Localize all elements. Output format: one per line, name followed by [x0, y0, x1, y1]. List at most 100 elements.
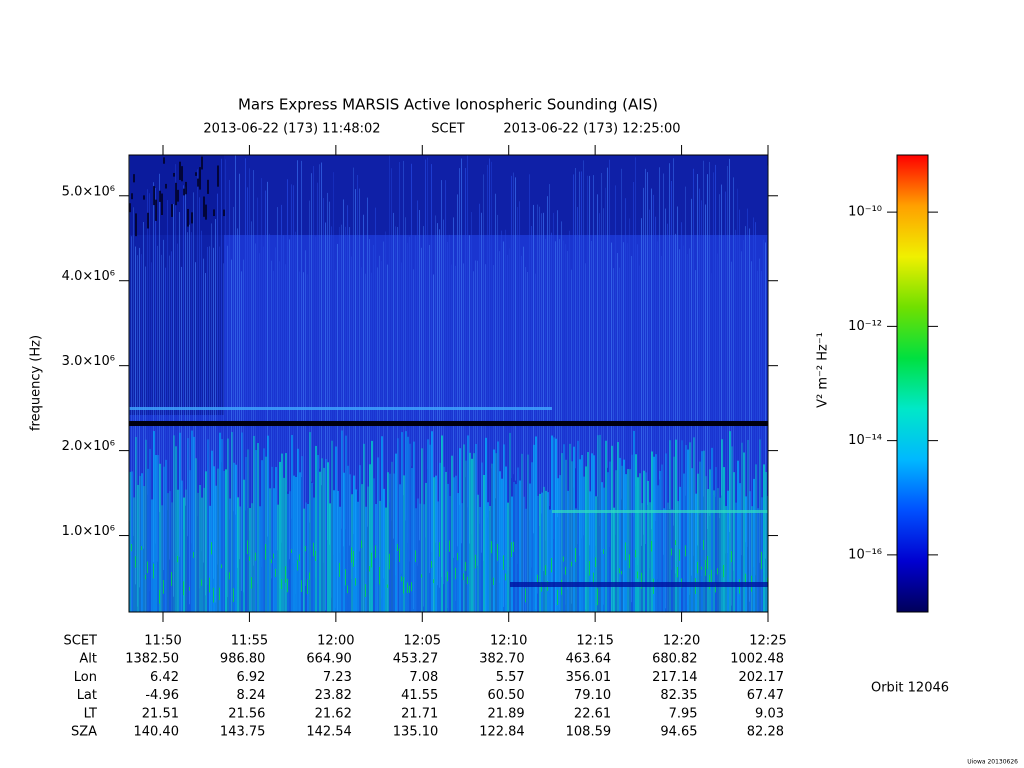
spec-low: [621, 465, 623, 612]
spec-low: [667, 502, 669, 612]
spec-peak: [715, 583, 716, 593]
spec-low: [437, 501, 439, 612]
plot-frame: [128, 154, 769, 613]
spec-peak: [265, 544, 266, 560]
spec-peak: [177, 555, 178, 563]
spec-low: [727, 490, 729, 612]
spec-stripe: [187, 232, 188, 537]
spec-peak: [281, 579, 282, 590]
spec-stripe: [205, 272, 206, 596]
spec-low: [385, 507, 387, 612]
spec-low: [539, 493, 541, 612]
spec-peak: [449, 540, 450, 552]
spec-stripe: [493, 265, 494, 612]
spec-peak: [497, 543, 498, 561]
spec-peak: [355, 578, 356, 586]
spec-stripe: [189, 224, 190, 605]
spec-low: [599, 434, 601, 612]
spec-low: [213, 466, 215, 612]
spec-stripe: [669, 163, 670, 510]
spec-low: [517, 467, 519, 612]
spec-stripe: [459, 168, 460, 505]
spec-stripe: [239, 173, 240, 560]
spec-peak: [431, 561, 432, 568]
spec-stripe: [271, 260, 272, 579]
spec-stripe: [437, 223, 438, 586]
spec-peak: [361, 540, 362, 549]
spec-dark-speck: [185, 181, 187, 195]
spec-low: [653, 456, 655, 612]
spec-peak: [147, 561, 148, 574]
spec-low: [427, 439, 429, 612]
spec-stripe: [317, 182, 318, 561]
spec-dark-speck: [213, 209, 215, 217]
spec-low: [571, 461, 573, 612]
spec-stripe: [667, 223, 668, 612]
spec-low: [717, 488, 719, 612]
spec-stripe: [303, 272, 304, 612]
spec-low: [555, 438, 557, 612]
spec-low: [473, 453, 475, 612]
spec-dark-speck: [195, 172, 197, 176]
x-tick-label: 12:10: [490, 634, 527, 649]
spec-low: [723, 467, 725, 612]
spec-low: [477, 494, 479, 612]
spec-low: [449, 495, 451, 612]
ephemeris-value: -4.96: [145, 688, 179, 703]
spec-low: [133, 497, 135, 612]
spec-peak: [557, 589, 558, 605]
spec-peak: [675, 540, 676, 546]
spec-stripe: [727, 165, 728, 553]
spec-low: [403, 475, 405, 612]
spec-low: [471, 458, 473, 612]
spec-stripe: [699, 188, 700, 515]
spec-low: [461, 503, 463, 612]
spec-low: [631, 454, 633, 612]
spec-stripe: [761, 270, 762, 612]
spec-peak: [211, 542, 212, 555]
spec-low: [715, 467, 717, 612]
spec-stripe: [755, 222, 756, 576]
spec-low: [431, 431, 433, 612]
spec-stripe: [183, 185, 184, 530]
spec-stripe: [525, 267, 526, 612]
spec-low: [505, 466, 507, 612]
spec-low: [557, 478, 559, 612]
spec-low: [189, 470, 191, 612]
y-tick-label: 4.0×10⁶: [62, 269, 115, 284]
x-tick-label: 12:05: [404, 634, 441, 649]
spec-low: [559, 475, 561, 612]
spec-low: [387, 472, 389, 612]
spec-low: [651, 451, 653, 612]
spec-stripe: [357, 174, 358, 491]
spec-low: [177, 489, 179, 612]
spec-peak: [401, 576, 402, 582]
spec-stripe: [685, 186, 686, 496]
spec-stripe: [259, 253, 260, 612]
spec-low: [685, 445, 687, 612]
spec-stripe: [601, 173, 602, 552]
spec-stripe: [599, 213, 600, 527]
spec-low: [395, 453, 397, 612]
spec-peak: [491, 541, 492, 554]
spec-stripe: [327, 192, 328, 541]
spec-peak: [475, 554, 476, 569]
spec-stripe: [197, 169, 198, 517]
spec-low: [345, 435, 347, 612]
spec-low: [629, 469, 631, 612]
spec-peak: [397, 543, 398, 551]
ephemeris-value: 140.40: [133, 725, 179, 740]
spec-stripe: [457, 194, 458, 547]
spec-low: [131, 471, 133, 612]
spec-low: [519, 480, 521, 612]
spec-stripe: [613, 268, 614, 612]
spec-peak: [145, 574, 146, 580]
spec-peak: [541, 582, 542, 592]
spec-stripe: [663, 173, 664, 555]
spec-low: [705, 476, 707, 612]
spec-stripe: [195, 262, 196, 612]
ephemeris-value: 60.50: [487, 688, 524, 703]
spec-stripe: [547, 196, 548, 587]
spec-low: [607, 472, 609, 612]
spec-low: [689, 442, 691, 612]
